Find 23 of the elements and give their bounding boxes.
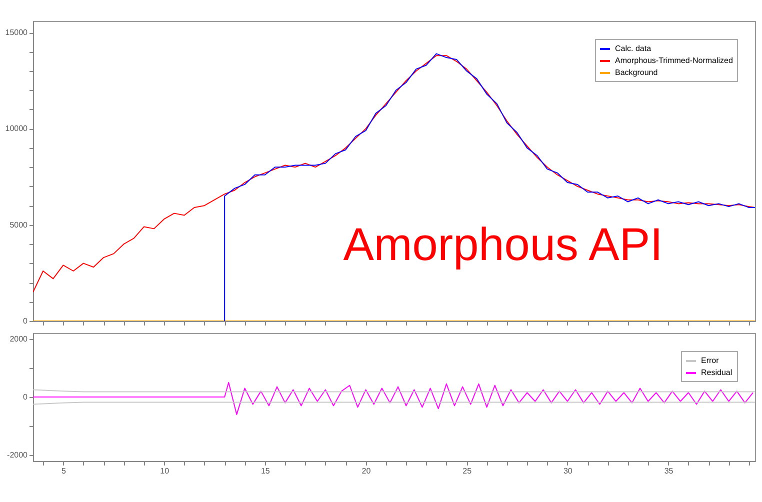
legend-label: Background	[615, 68, 658, 77]
annotation: Amorphous API	[343, 218, 663, 270]
y-tick-label: 0	[23, 392, 28, 402]
x-tick-label: 25	[462, 466, 472, 476]
x-tick-label: 20	[362, 466, 372, 476]
y-tick-label: -2000	[7, 450, 28, 460]
line-series	[224, 53, 755, 321]
line-series	[33, 382, 754, 415]
x-tick-label: 15	[260, 466, 270, 476]
legend-label: Calc. data	[615, 44, 652, 53]
y-tick-label: 2000	[10, 334, 28, 344]
y-tick-label: 5000	[10, 220, 28, 230]
x-tick-label: 10	[160, 466, 170, 476]
x-tick-label: 35	[664, 466, 674, 476]
legend-label: Amorphous-Trimmed-Normalized	[615, 56, 733, 65]
x-tick-label: 5	[62, 466, 67, 476]
legend-label: Error	[701, 356, 720, 365]
y-tick-label: 0	[23, 316, 28, 326]
y-tick-label: 15000	[5, 28, 28, 38]
x-tick-label: 30	[563, 466, 573, 476]
line-series	[33, 55, 755, 293]
y-tick-label: 10000	[5, 124, 28, 134]
legend-label: Residual	[701, 368, 732, 377]
